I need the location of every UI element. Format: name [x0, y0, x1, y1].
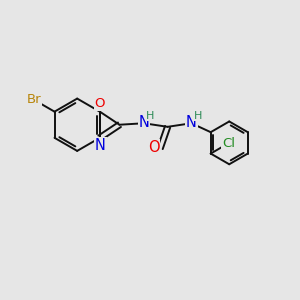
- Text: N: N: [186, 116, 197, 130]
- Text: O: O: [148, 140, 159, 155]
- Text: N: N: [95, 138, 106, 153]
- Text: Cl: Cl: [222, 137, 235, 150]
- Text: O: O: [94, 97, 105, 110]
- Text: N: N: [138, 116, 149, 130]
- Text: H: H: [146, 110, 154, 121]
- Text: Br: Br: [26, 93, 41, 106]
- Text: H: H: [194, 110, 202, 121]
